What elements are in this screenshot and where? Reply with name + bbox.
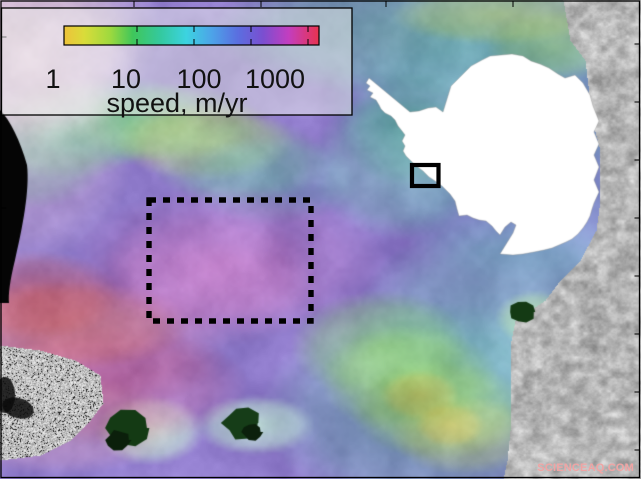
svg-text:1000: 1000: [245, 64, 305, 94]
svg-text:1: 1: [45, 64, 60, 94]
svg-text:speed, m/yr: speed, m/yr: [106, 88, 247, 118]
